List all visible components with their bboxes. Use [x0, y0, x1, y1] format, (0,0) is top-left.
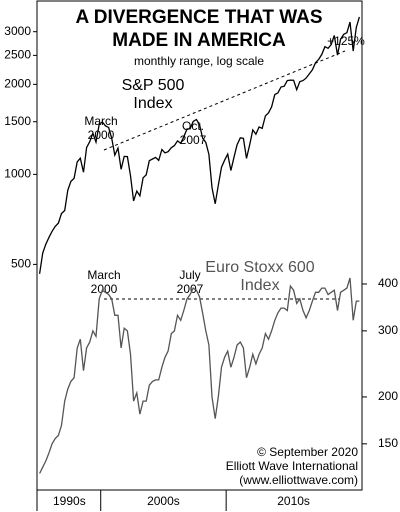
y2-tick-label: 150 — [378, 436, 398, 450]
chart-title: A DIVERGENCE THAT WAS — [75, 7, 322, 28]
series-label: Euro Stoxx 600 Index — [205, 259, 315, 294]
series-label: S&P 500 Index — [122, 77, 185, 112]
credit: (www.elliottwave.com) — [239, 473, 358, 487]
series-label-line: Index — [133, 95, 172, 112]
y-tick-label: 1500 — [4, 114, 31, 128]
series-line — [38, 16, 361, 274]
x-tick-label: 2010s — [277, 494, 310, 508]
y2-tick-label: 300 — [378, 323, 398, 337]
series-label-line: S&P 500 — [122, 77, 185, 94]
annotation: 2007 — [180, 133, 207, 147]
plot-frame — [36, 0, 363, 491]
series-label-line: Euro Stoxx 600 — [205, 259, 315, 276]
x-tick-label: 1990s — [53, 494, 86, 508]
x-tick-label: 2000s — [147, 494, 180, 508]
y-tick-label: 500 — [11, 257, 31, 271]
annotation: July — [179, 268, 200, 282]
divergence-line — [103, 50, 346, 151]
series-line — [39, 277, 360, 474]
annotation: 2000 — [91, 282, 118, 296]
chart-title: MADE IN AMERICA — [112, 30, 286, 51]
y2-tick-label: 400 — [378, 276, 398, 290]
credit: Elliott Wave International — [226, 459, 358, 473]
y-tick-label: 2000 — [4, 77, 31, 91]
annotation: March — [87, 268, 120, 282]
series-label-line: Index — [240, 277, 279, 294]
annotation: March — [84, 114, 117, 128]
credit: © September 2020 — [257, 445, 358, 459]
y-tick-label: 2500 — [4, 48, 31, 62]
chart-subtitle: monthly range, log scale — [134, 54, 264, 68]
annotation: +125% — [327, 34, 365, 48]
y-tick-label: 1000 — [4, 167, 31, 181]
y-tick-label: 3000 — [4, 24, 31, 38]
y2-tick-label: 200 — [378, 389, 398, 403]
